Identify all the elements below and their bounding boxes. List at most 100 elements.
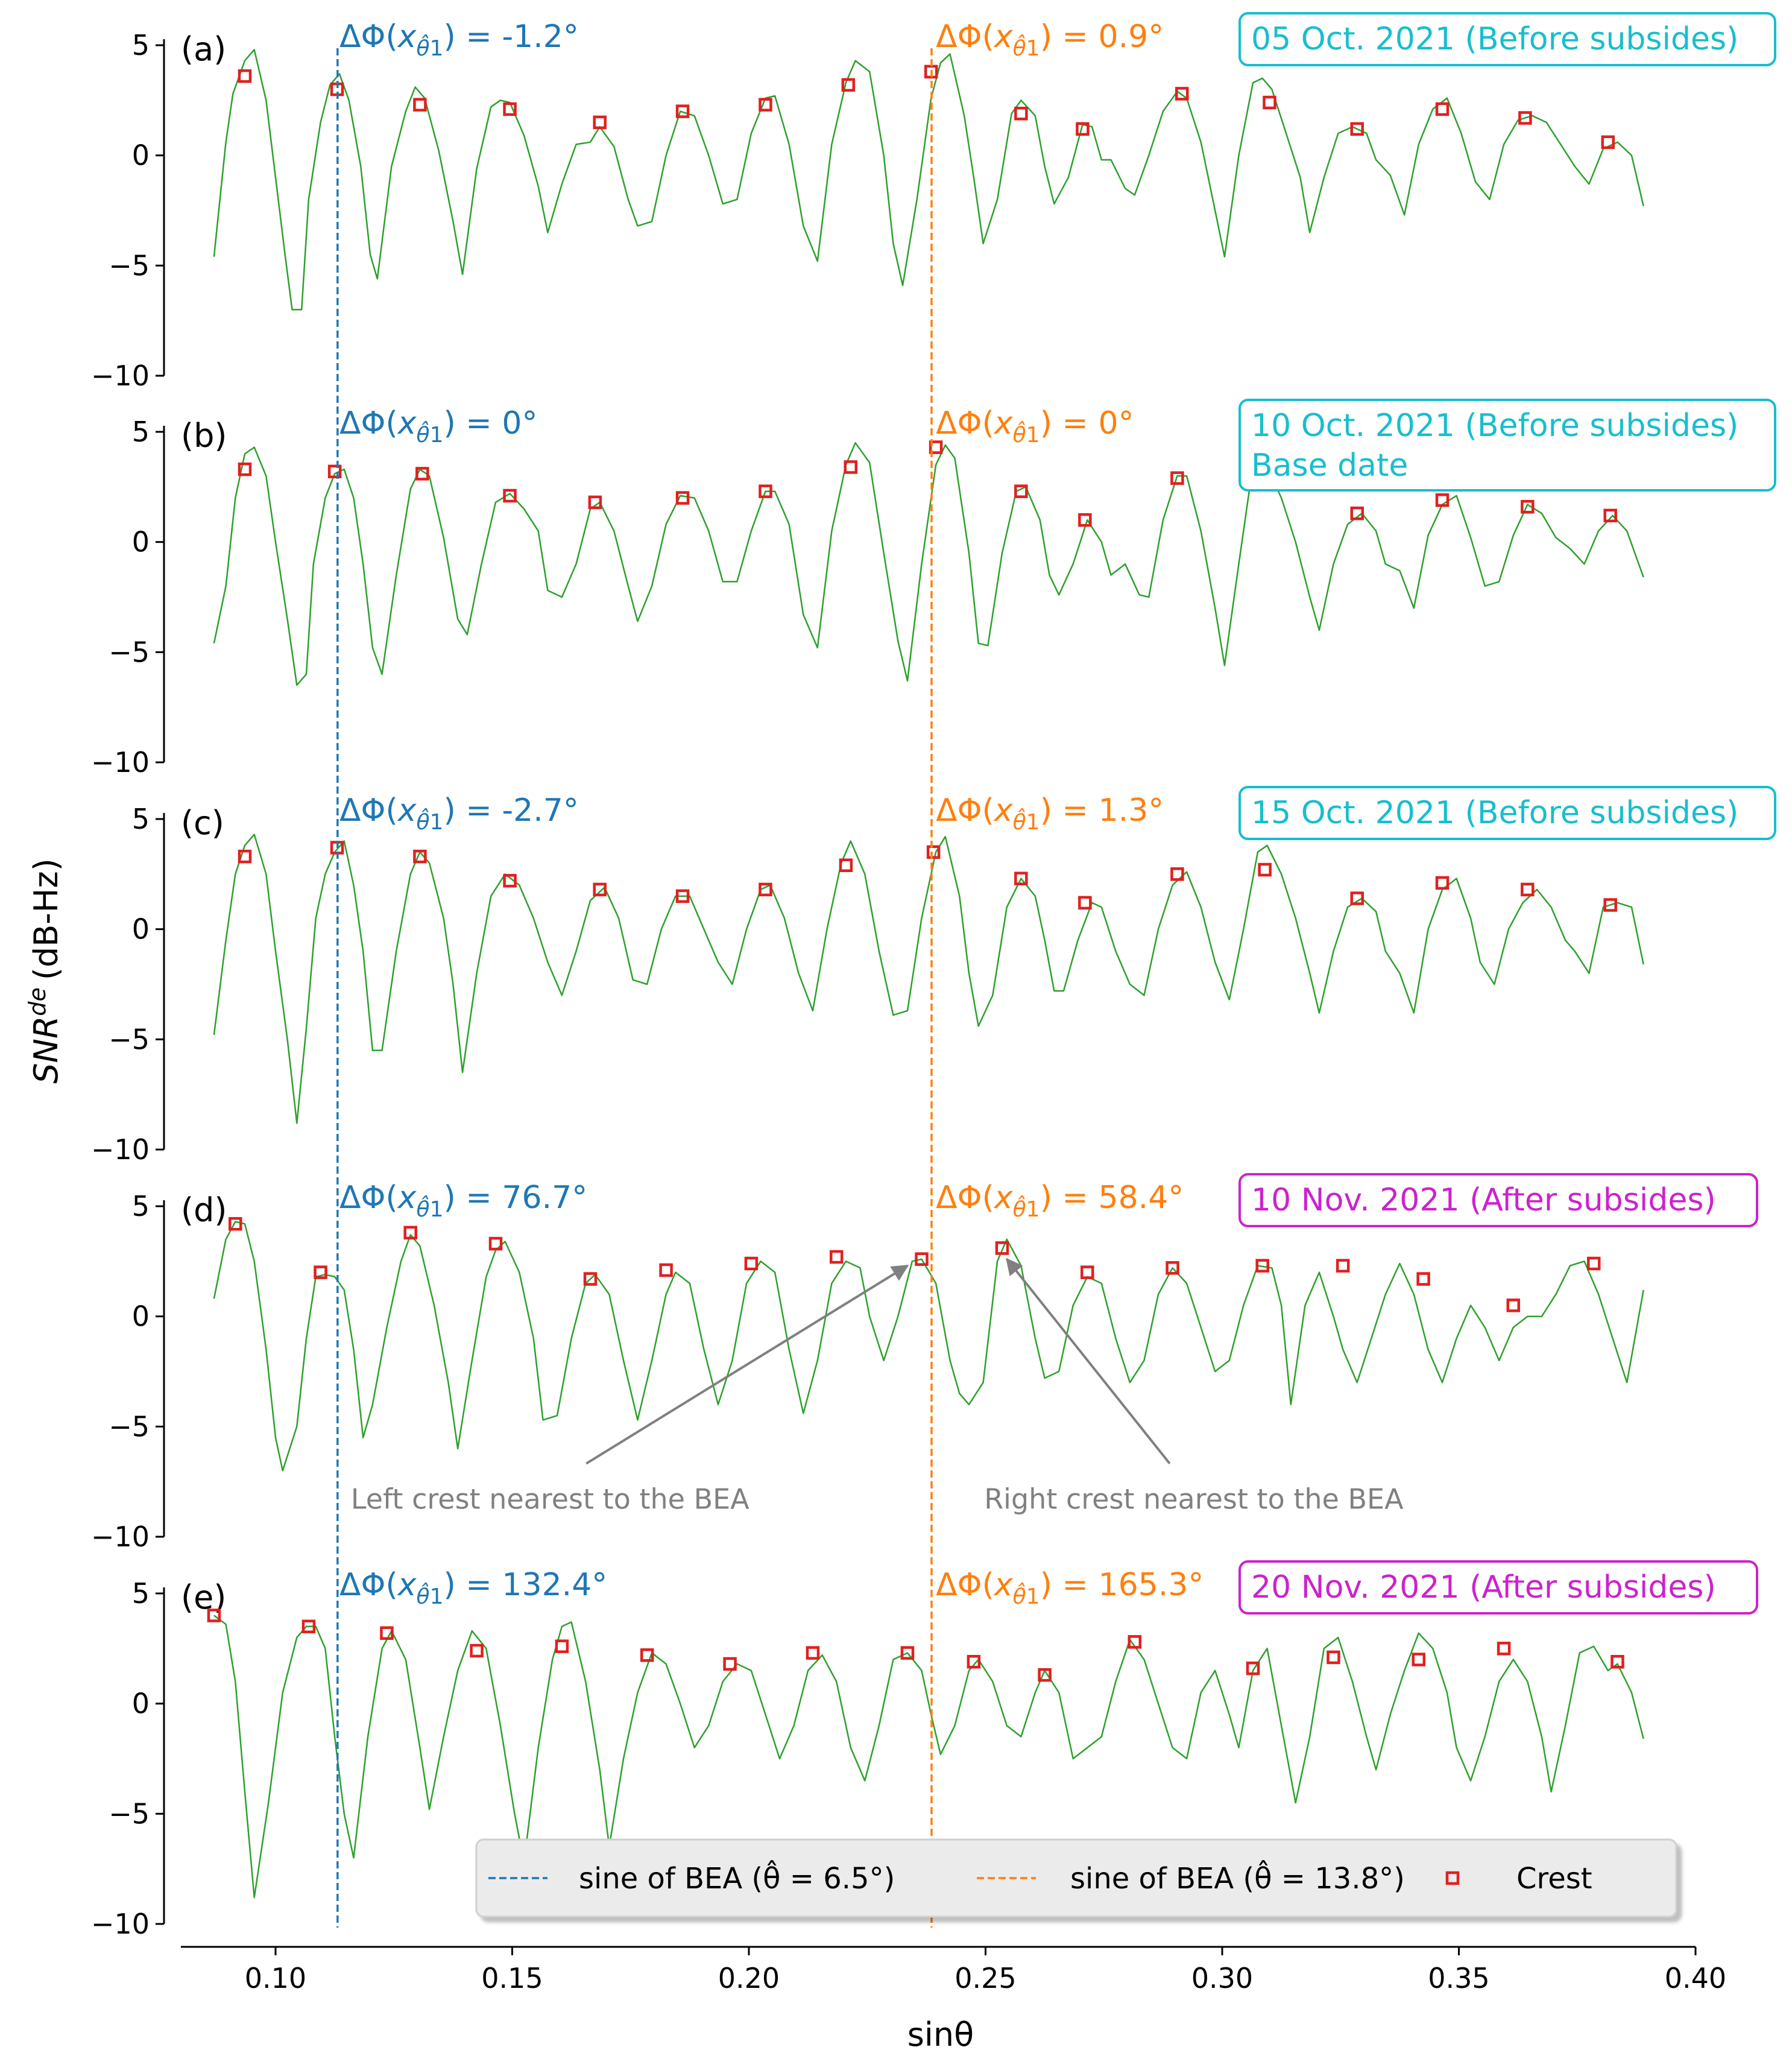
annotation-arrow-1: [1006, 1257, 1171, 1464]
y-tick-label-e-2: −5: [109, 1797, 150, 1830]
date-box-a: [1238, 12, 1776, 66]
crest-marker-c-10: [1078, 896, 1092, 910]
legend-box: [475, 1838, 1677, 1918]
crest-marker-e-9: [967, 1655, 981, 1669]
crest-marker-e-1: [301, 1619, 316, 1634]
crest-marker-b-15: [1521, 499, 1535, 514]
legend-label-bea1: sine of BEA (θ̂ = 6.5°): [579, 1859, 895, 1896]
crest-marker-e-4: [555, 1639, 569, 1653]
crest-marker-c-7: [839, 858, 853, 872]
y-tick-label-c-3: −10: [91, 1133, 150, 1166]
dphi-label-blue-a: ΔΦ(xθ̂1) = -1.2°: [339, 19, 579, 61]
crest-marker-b-13: [1350, 506, 1364, 520]
date-box-d: [1238, 1173, 1758, 1227]
crest-marker-b-4: [588, 495, 602, 510]
crest-marker-b-8: [929, 440, 943, 454]
snr-line-d: [213, 1221, 1644, 1472]
date-label-c: 15 Oct. 2021 (Before subsides): [1251, 795, 1738, 831]
x-tick-label-3: 0.25: [954, 1962, 1016, 1994]
x-axis-label: sinθ: [907, 2016, 974, 2053]
crest-marker-b-9: [1014, 484, 1028, 498]
panel-a: 5 0 −5 −10 (a) ΔΦ(xθ̂1) = -1.2° ΔΦ(xθ̂1) = 0.9…: [91, 12, 1776, 392]
crest-marker-b-1: [327, 464, 342, 479]
annotation-text-0: Left crest nearest to the BEA: [351, 1483, 749, 1516]
crest-marker-e-15: [1497, 1642, 1511, 1656]
crest-marker-c-2: [413, 849, 427, 864]
crest-marker-e-8: [900, 1646, 915, 1660]
panel-letter-d: (d): [181, 1191, 227, 1229]
dphi-label-orange-d: ΔΦ(xθ̂1) = 58.4°: [936, 1180, 1184, 1222]
crest-marker-b-16: [1603, 508, 1617, 523]
crest-marker-a-15: [1518, 111, 1532, 125]
panel-c: 5 0 −5 −10 (c) ΔΦ(xθ̂1) = -2.7° ΔΦ(xθ̂1) = 1.3…: [91, 786, 1776, 1166]
y-tick-label-b-0: 5: [132, 416, 150, 448]
crest-marker-d-9: [995, 1241, 1009, 1255]
crest-marker-c-5: [675, 889, 690, 903]
crest-marker-d-16: [1586, 1256, 1601, 1271]
crest-marker-a-6: [759, 98, 772, 112]
crest-marker-e-14: [1412, 1653, 1426, 1666]
y-axis-label-superscript: de: [24, 987, 51, 1016]
dphi-label-orange-b: ΔΦ(xθ̂1) = 0°: [936, 405, 1134, 448]
legend-label-crest: Crest: [1516, 1862, 1592, 1896]
annotation-1: Right crest nearest to the BEA: [984, 1257, 1404, 1516]
y-tick-label-c-1: 0: [132, 913, 150, 946]
x-tick-label-2: 0.20: [718, 1962, 780, 1994]
y-axis-label: SNRde (dB-Hz): [24, 858, 65, 1084]
crest-marker-c-13: [1350, 891, 1364, 905]
legend-label-bea2: sine of BEA (θ̂ = 13.8°): [1070, 1859, 1405, 1896]
crest-marker-d-14: [1416, 1272, 1430, 1286]
y-axis-label-units: (dB-Hz): [27, 858, 65, 980]
bea-lines-layer: [336, 48, 933, 1928]
crest-marker-a-11: [1175, 87, 1189, 101]
crest-marker-a-5: [675, 104, 690, 118]
y-tick-label-d-0: 5: [132, 1190, 150, 1223]
y-tick-label-d-3: −10: [91, 1520, 150, 1553]
crest-marker-d-5: [659, 1263, 673, 1277]
crest-marker-b-7: [844, 460, 858, 474]
crest-marker-b-6: [759, 484, 772, 498]
crest-marker-c-14: [1435, 876, 1450, 890]
crest-marker-d-8: [915, 1252, 929, 1266]
date-box-e: [1238, 1560, 1758, 1615]
crest-marker-d-6: [744, 1256, 759, 1271]
crest-marker-a-7: [841, 78, 856, 92]
crest-marker-a-2: [413, 98, 427, 112]
y-tick-label-e-0: 5: [132, 1577, 150, 1610]
crest-marker-e-2: [380, 1626, 394, 1640]
crest-marker-a-9: [1014, 107, 1028, 121]
crest-marker-c-4: [593, 882, 607, 897]
crest-marker-c-16: [1603, 898, 1617, 912]
crest-marker-e-7: [806, 1646, 820, 1660]
panel-b: 5 0 −5 −10 (b) ΔΦ(xθ̂1) = 0° ΔΦ(xθ̂1) = 0° 10 O…: [91, 399, 1776, 779]
crest-marker-a-16: [1601, 135, 1615, 149]
crest-marker-a-13: [1350, 122, 1364, 136]
date-label-a: 05 Oct. 2021 (Before subsides): [1251, 21, 1738, 57]
crest-marker-b-14: [1435, 493, 1450, 507]
y-tick-label-c-0: 5: [132, 803, 150, 835]
crest-marker-c-11: [1170, 867, 1184, 881]
date-label-e: 20 Nov. 2021 (After subsides): [1251, 1569, 1716, 1605]
x-tick-label-5: 0.35: [1428, 1962, 1489, 1994]
x-tick-label-4: 0.30: [1191, 1962, 1253, 1994]
y-tick-label-a-3: −10: [91, 359, 150, 392]
dphi-label-blue-b: ΔΦ(xθ̂1) = 0°: [339, 405, 538, 448]
dphi-label-blue-d: ΔΦ(xθ̂1) = 76.7°: [339, 1180, 587, 1222]
crest-marker-a-10: [1076, 122, 1090, 136]
y-tick-label-d-2: −5: [109, 1410, 150, 1443]
dphi-label-orange-a: ΔΦ(xθ̂1) = 0.9°: [936, 19, 1164, 61]
y-tick-label-b-2: −5: [109, 636, 150, 668]
crest-marker-d-11: [1166, 1261, 1179, 1275]
crest-marker-b-10: [1078, 513, 1092, 527]
snr-line-e: [213, 1615, 1644, 1899]
crest-marker-e-3: [470, 1643, 484, 1658]
y-tick-label-d-1: 0: [132, 1300, 150, 1333]
crest-marker-c-12: [1258, 862, 1272, 877]
y-tick-label-e-3: −10: [91, 1908, 150, 1940]
crest-marker-a-0: [238, 69, 252, 83]
crest-marker-d-10: [1081, 1265, 1094, 1279]
x-tick-label-0: 0.10: [245, 1962, 306, 1994]
panel-letter-c: (c): [181, 804, 224, 842]
crest-marker-d-2: [403, 1226, 417, 1240]
